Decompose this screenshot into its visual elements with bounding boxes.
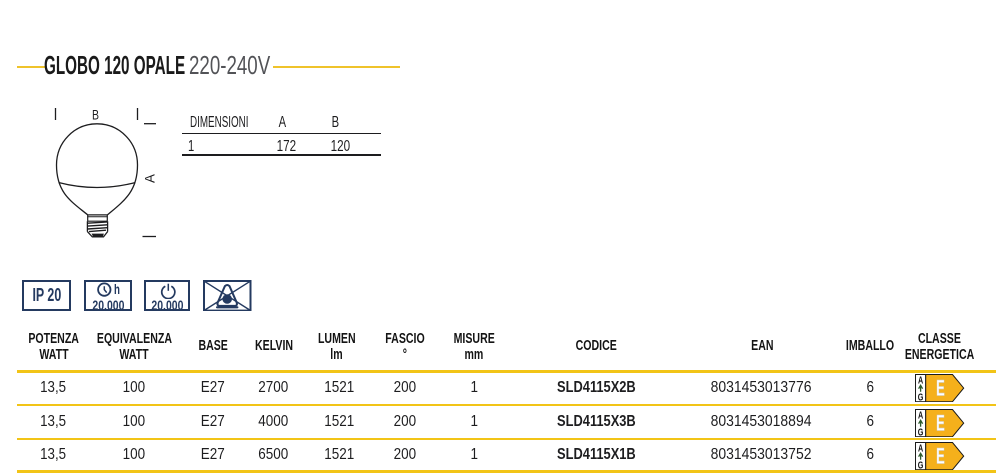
svg-text:B: B xyxy=(92,107,99,123)
svg-text:A: A xyxy=(142,173,157,183)
